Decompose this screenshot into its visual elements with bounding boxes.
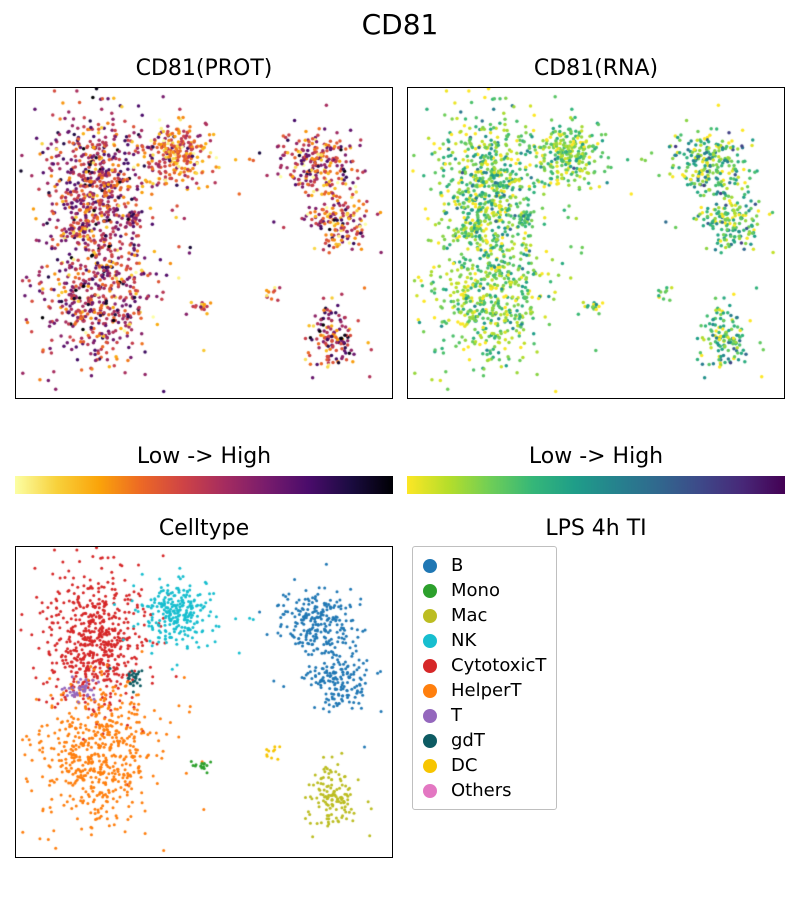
legend-item: CytotoxicT: [423, 653, 546, 678]
legend-item: Others: [423, 778, 546, 803]
legend-swatch-icon: [423, 559, 437, 573]
legend-item: gdT: [423, 728, 546, 753]
legend-label: DC: [451, 755, 477, 776]
legend-item: B: [423, 553, 546, 578]
legend-label: Mono: [451, 580, 500, 601]
legend-swatch-icon: [423, 709, 437, 723]
colorbar-right: [407, 476, 785, 494]
legend-swatch-icon: [423, 684, 437, 698]
legend-label: Others: [451, 780, 512, 801]
legend-box: B Mono Mac NK CytotoxicT HelperT TgdT DC Others: [412, 546, 557, 810]
legend-swatch-icon: [423, 784, 437, 798]
panel-title-prot: CD81(PROT): [15, 56, 393, 81]
legend-label: B: [451, 555, 463, 576]
legend-item: HelperT: [423, 678, 546, 703]
legend-swatch-icon: [423, 609, 437, 623]
scatter-panel-celltype: [15, 546, 393, 858]
legend-item: NK: [423, 628, 546, 653]
scatter-canvas-celltype: [16, 547, 394, 859]
legend-item: Mac: [423, 603, 546, 628]
colorbar-label-left: Low -> High: [15, 444, 393, 469]
legend-item: Mono: [423, 578, 546, 603]
legend-label: NK: [451, 630, 476, 651]
legend-swatch-icon: [423, 634, 437, 648]
legend-swatch-icon: [423, 584, 437, 598]
colorbar-label-right: Low -> High: [407, 444, 785, 469]
legend-label: CytotoxicT: [451, 655, 546, 676]
legend-swatch-icon: [423, 734, 437, 748]
panel-title-rna: CD81(RNA): [407, 56, 785, 81]
scatter-panel-prot: [15, 87, 393, 399]
legend-label: T: [451, 705, 462, 726]
colorbar-left: [15, 476, 393, 494]
panel-title-celltype: Celltype: [15, 516, 393, 541]
legend-swatch-icon: [423, 759, 437, 773]
legend-title: LPS 4h TI: [407, 516, 785, 541]
scatter-canvas-prot: [16, 88, 394, 400]
figure-root: CD81 CD81(PROT) CD81(RNA) Low -> High Lo…: [0, 0, 800, 900]
legend-swatch-icon: [423, 659, 437, 673]
scatter-panel-rna: [407, 87, 785, 399]
figure-suptitle: CD81: [0, 8, 800, 41]
legend-item: T: [423, 703, 546, 728]
scatter-canvas-rna: [408, 88, 786, 400]
legend-label: Mac: [451, 605, 487, 626]
legend-item: DC: [423, 753, 546, 778]
legend-label: gdT: [451, 730, 485, 751]
legend-label: HelperT: [451, 680, 522, 701]
